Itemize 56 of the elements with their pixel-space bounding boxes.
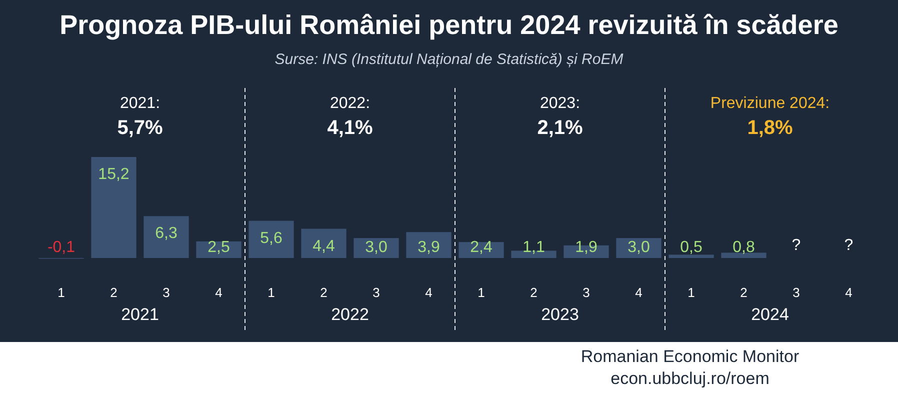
data-label: 1,1: [522, 239, 545, 256]
text: 2,1%: [537, 117, 584, 139]
x-tick-label: 2: [110, 285, 118, 300]
text: 2021:: [120, 95, 160, 112]
text: 1,8%: [747, 117, 794, 139]
x-tick-label: 1: [58, 285, 65, 300]
text: 2023: [541, 305, 579, 324]
x-tick-label: 1: [688, 285, 695, 300]
text: ?: [844, 237, 854, 254]
data-label: 3,0: [365, 239, 388, 256]
chart-subtitle: Surse: INS (Institutul Național de Statistică) și RoEM: [274, 51, 624, 68]
text: 2021: [121, 305, 159, 324]
x-tick-label: 3: [582, 285, 590, 300]
x-tick-label: 2: [740, 285, 748, 300]
bar: [406, 232, 452, 258]
x-tick-label: 3: [372, 285, 380, 300]
x-tick-label: 1: [478, 285, 485, 300]
text: 2022:: [330, 95, 370, 112]
data-label: 2,5: [208, 239, 230, 256]
x-tick-label: 2: [320, 285, 328, 300]
bar: [144, 216, 189, 258]
bar: [248, 220, 294, 258]
data-label: 1,9: [575, 239, 598, 256]
bar: [721, 252, 766, 258]
data-label: 3,0: [628, 239, 650, 256]
x-tick-label: 1: [268, 285, 275, 300]
bar: [91, 157, 136, 258]
text: Previziune 2024:: [710, 95, 830, 112]
text: Romanian Economic Monitor: [580, 347, 800, 366]
data-label: 6,3: [155, 225, 178, 242]
data-label: 0,8: [732, 239, 755, 256]
text: econ.ubbcluj.ro/roem: [610, 369, 770, 388]
data-label: -0,1: [47, 239, 76, 256]
text: 4,1%: [327, 117, 374, 139]
data-label: 0,5: [680, 239, 702, 256]
x-tick-label: 4: [845, 285, 852, 300]
bar: [458, 242, 504, 258]
text: 2024: [751, 305, 789, 324]
x-tick-label: 4: [215, 285, 222, 300]
data-label: 2,4: [470, 239, 492, 256]
data-label: 4,4: [312, 238, 335, 255]
text: ?: [792, 237, 801, 254]
x-tick-label: 3: [792, 285, 800, 300]
x-tick-label: 3: [162, 285, 170, 300]
data-label: 15,2: [98, 166, 130, 183]
bar: [668, 254, 714, 258]
bar: [301, 228, 346, 258]
x-tick-label: 2: [530, 285, 538, 300]
x-tick-label: 4: [425, 285, 432, 300]
text: 5,7%: [117, 117, 164, 139]
text: 2022: [331, 305, 369, 324]
data-label: 3,9: [418, 239, 440, 256]
x-tick-label: 4: [635, 285, 642, 300]
text: 2023:: [540, 95, 580, 112]
data-label: 5,6: [260, 230, 282, 247]
chart-title: Prognoza PIB-ului României pentru 2024 revizuită în scădere: [60, 10, 838, 40]
